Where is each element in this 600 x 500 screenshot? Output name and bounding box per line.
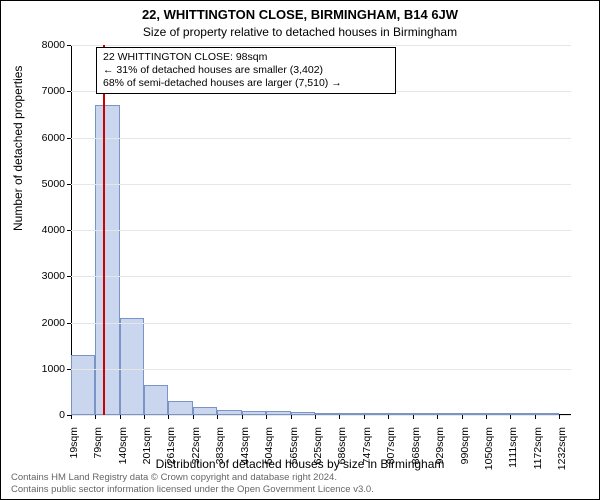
y-tick-mark — [67, 45, 71, 46]
y-tick-mark — [67, 230, 71, 231]
histogram-bar — [168, 401, 193, 415]
grid-line-horizontal — [71, 138, 571, 139]
x-tick-mark — [315, 415, 316, 419]
y-tick-label: 8000 — [25, 39, 65, 51]
y-tick-mark — [67, 369, 71, 370]
y-tick-mark — [67, 91, 71, 92]
x-tick-mark — [510, 415, 511, 419]
grid-line-horizontal — [71, 415, 571, 416]
grid-line-horizontal — [71, 230, 571, 231]
footer-line-2: Contains public sector information licen… — [11, 484, 374, 495]
y-tick-mark — [67, 276, 71, 277]
y-tick-mark — [67, 184, 71, 185]
chart-title-secondary: Size of property relative to detached ho… — [1, 25, 599, 39]
x-axis-label: Distribution of detached houses by size … — [1, 457, 599, 471]
chart-title-primary: 22, WHITTINGTON CLOSE, BIRMINGHAM, B14 6… — [1, 7, 599, 22]
x-tick-mark — [388, 415, 389, 419]
grid-line-horizontal — [71, 369, 571, 370]
histogram-bar — [144, 385, 168, 415]
x-tick-mark — [95, 415, 96, 419]
x-tick-mark — [193, 415, 194, 419]
y-tick-label: 1000 — [25, 363, 65, 375]
grid-line-horizontal — [71, 184, 571, 185]
chart-container: 22, WHITTINGTON CLOSE, BIRMINGHAM, B14 6… — [0, 0, 600, 500]
x-tick-mark — [559, 415, 560, 419]
x-tick-mark — [242, 415, 243, 419]
x-tick-mark — [71, 415, 72, 419]
y-tick-mark — [67, 323, 71, 324]
y-tick-mark — [67, 138, 71, 139]
x-tick-mark — [217, 415, 218, 419]
x-tick-mark — [339, 415, 340, 419]
grid-line-horizontal — [71, 276, 571, 277]
grid-line-horizontal — [71, 45, 571, 46]
y-tick-label: 3000 — [25, 270, 65, 282]
annotation-line-1: 22 WHITTINGTON CLOSE: 98sqm — [103, 51, 389, 64]
y-tick-label: 4000 — [25, 224, 65, 236]
y-tick-label: 0 — [25, 409, 65, 421]
footer-line-1: Contains HM Land Registry data © Crown c… — [11, 472, 374, 483]
x-tick-mark — [413, 415, 414, 419]
histogram-bar — [193, 407, 218, 415]
annotation-box: 22 WHITTINGTON CLOSE: 98sqm ← 31% of det… — [96, 47, 396, 94]
y-tick-label: 6000 — [25, 132, 65, 144]
annotation-line-2: ← 31% of detached houses are smaller (3,… — [103, 64, 389, 77]
x-tick-mark — [535, 415, 536, 419]
histogram-bar — [71, 355, 95, 415]
x-tick-mark — [462, 415, 463, 419]
annotation-line-3: 68% of semi-detached houses are larger (… — [103, 77, 389, 90]
histogram-bar — [120, 318, 145, 415]
x-tick-mark — [120, 415, 121, 419]
y-tick-label: 7000 — [25, 85, 65, 97]
x-tick-mark — [144, 415, 145, 419]
x-tick-mark — [364, 415, 365, 419]
x-tick-mark — [168, 415, 169, 419]
reference-line — [103, 45, 105, 415]
x-tick-mark — [486, 415, 487, 419]
y-tick-label: 2000 — [25, 317, 65, 329]
plot-area: 010002000300040005000600070008000 19sqm7… — [71, 45, 571, 415]
x-tick-mark — [437, 415, 438, 419]
y-tick-label: 5000 — [25, 178, 65, 190]
x-tick-mark — [266, 415, 267, 419]
chart-footer: Contains HM Land Registry data © Crown c… — [11, 472, 374, 495]
grid-line-horizontal — [71, 323, 571, 324]
x-tick-mark — [291, 415, 292, 419]
y-axis-label: Number of detached properties — [11, 66, 25, 231]
